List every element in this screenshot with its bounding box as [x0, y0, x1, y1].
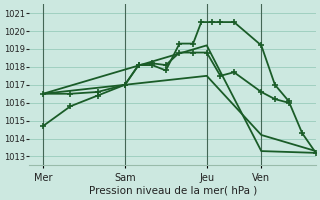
- X-axis label: Pression niveau de la mer( hPa ): Pression niveau de la mer( hPa ): [89, 186, 257, 196]
